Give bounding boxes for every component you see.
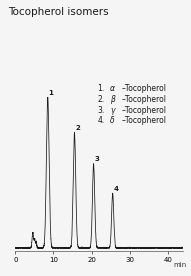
Text: –Tocopherol: –Tocopherol <box>121 105 166 115</box>
Text: 3.: 3. <box>98 105 105 115</box>
Text: 2: 2 <box>75 125 80 131</box>
Text: –Tocopherol: –Tocopherol <box>121 95 166 104</box>
Text: Tocopherol isomers: Tocopherol isomers <box>8 7 108 17</box>
Text: 3: 3 <box>94 156 99 163</box>
Text: α: α <box>110 84 115 93</box>
Text: 1.: 1. <box>98 84 105 93</box>
Text: 4: 4 <box>113 186 118 192</box>
Text: min: min <box>174 262 187 268</box>
Text: –Tocopherol: –Tocopherol <box>121 116 166 125</box>
Text: 1: 1 <box>49 90 53 95</box>
Text: 4.: 4. <box>98 116 105 125</box>
Text: 2.: 2. <box>98 95 105 104</box>
Text: δ: δ <box>110 116 115 125</box>
Text: γ: γ <box>110 105 115 115</box>
Text: β: β <box>110 95 115 104</box>
Text: –Tocopherol: –Tocopherol <box>121 84 166 93</box>
